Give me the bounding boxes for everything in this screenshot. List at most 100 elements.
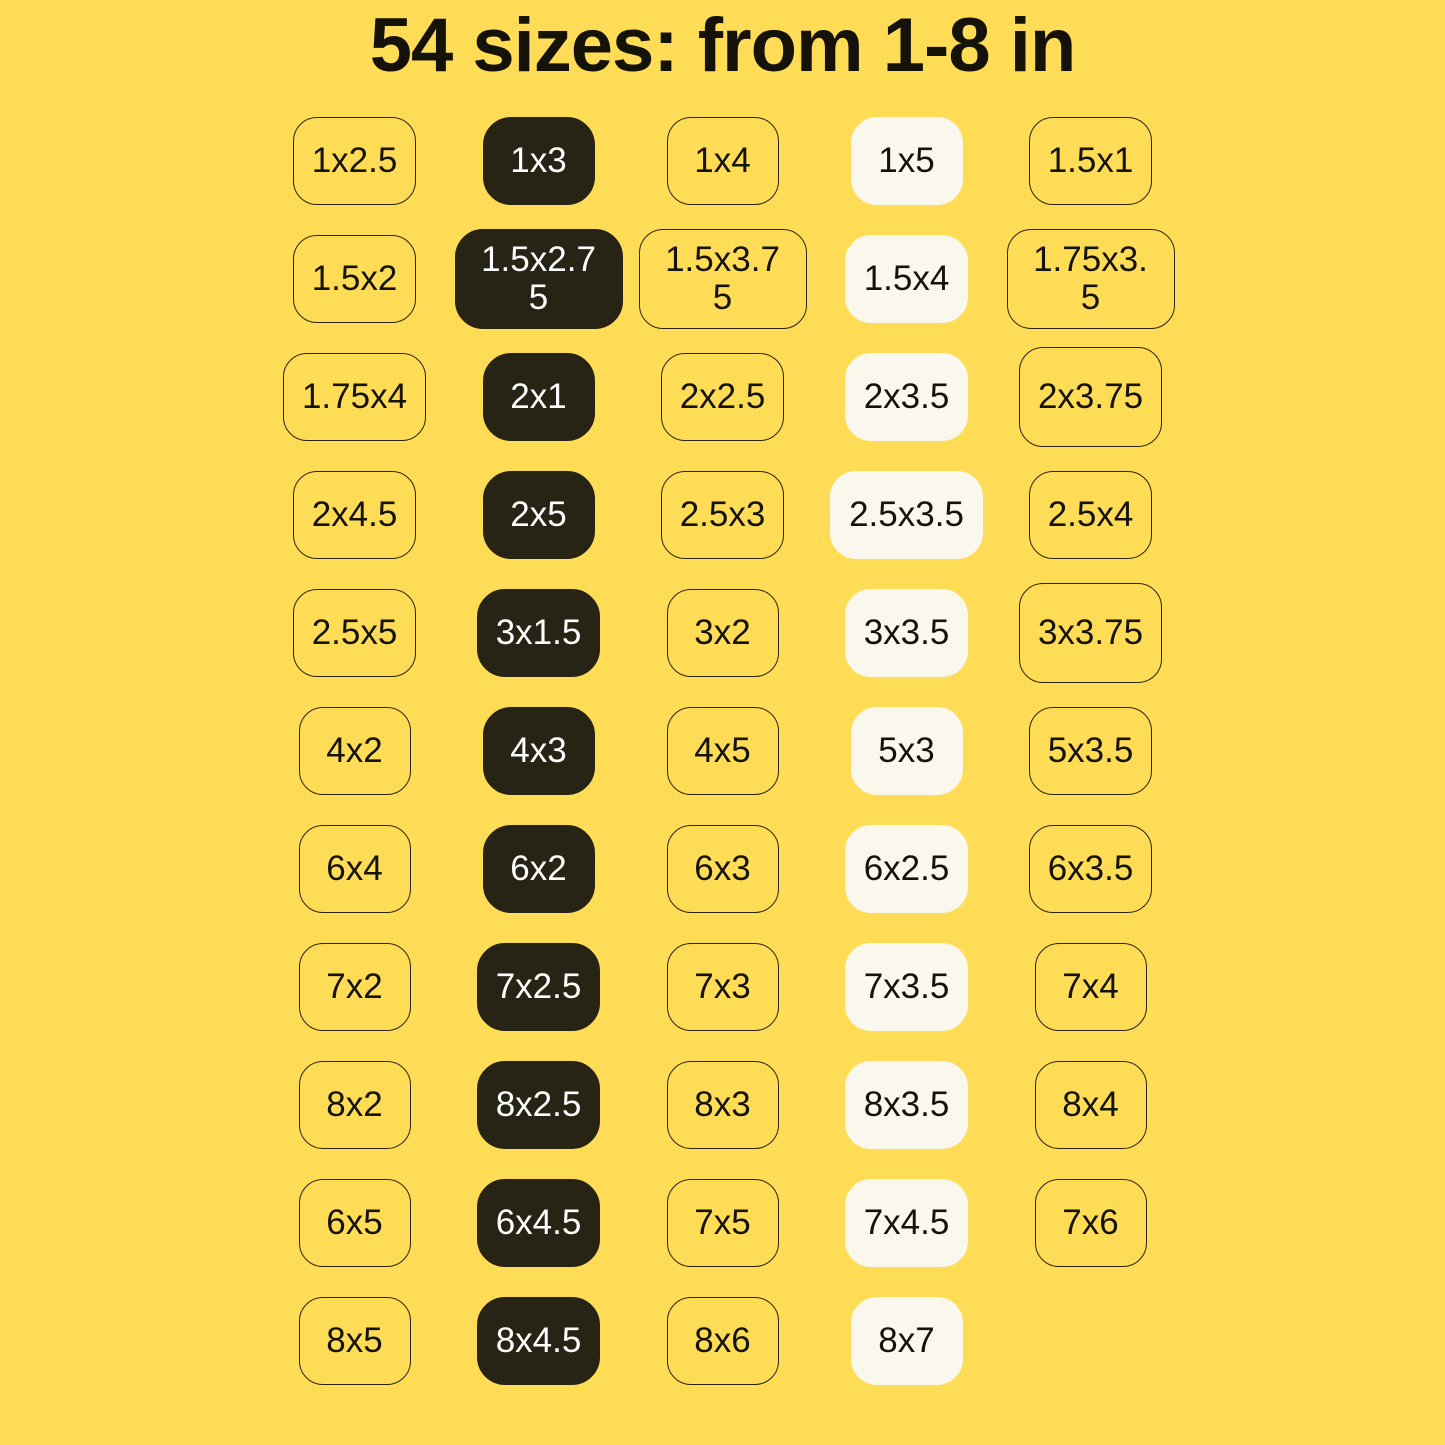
size-badge[interactable]: 1.75x3.5 — [1006, 229, 1175, 329]
badge-cell: 7x4 — [999, 928, 1183, 1046]
size-badge-label: 1x2.5 — [311, 141, 398, 181]
size-badge[interactable]: 4x5 — [666, 707, 779, 795]
size-badge[interactable]: 1.5x4 — [844, 235, 969, 323]
size-badge-label: 3x3.5 — [863, 613, 950, 653]
size-badge[interactable]: 7x6 — [1034, 1179, 1147, 1267]
size-badge[interactable]: 7x3 — [666, 943, 779, 1031]
size-badge[interactable]: 6x3.5 — [1028, 825, 1153, 913]
size-badge-label: 1.5x2.75 — [481, 239, 596, 317]
size-badge-label: 1.5x3.75 — [665, 239, 780, 317]
size-badge[interactable]: 2x3.75 — [1018, 347, 1163, 447]
size-badge-label: 4x2 — [326, 731, 383, 771]
size-badge[interactable]: 8x4 — [1034, 1061, 1147, 1149]
size-badge[interactable]: 2x3.5 — [844, 353, 969, 441]
size-badge[interactable]: 3x2 — [666, 589, 779, 677]
size-badge[interactable]: 8x3.5 — [844, 1061, 969, 1149]
size-badge-label: 8x5 — [326, 1321, 383, 1361]
size-badge[interactable]: 2.5x3.5 — [830, 471, 983, 559]
badge-cell: 2.5x3 — [631, 456, 815, 574]
size-badge[interactable]: 6x5 — [298, 1179, 411, 1267]
size-badge[interactable]: 1.5x2.75 — [454, 229, 623, 329]
size-badge[interactable]: 4x2 — [298, 707, 411, 795]
size-badge-label: 7x4 — [1062, 967, 1119, 1007]
size-badge[interactable]: 2.5x4 — [1028, 471, 1153, 559]
size-badge-label: 6x2 — [510, 849, 567, 889]
size-badge-label: 1.75x3.5 — [1033, 239, 1148, 317]
size-badge[interactable]: 1.75x4 — [282, 353, 427, 441]
size-badge[interactable]: 1.5x2 — [292, 235, 417, 323]
size-badge[interactable]: 5x3.5 — [1028, 707, 1153, 795]
size-badge[interactable]: 7x4 — [1034, 943, 1147, 1031]
size-badge[interactable]: 7x4.5 — [844, 1179, 969, 1267]
size-badge[interactable]: 2x5 — [482, 471, 595, 559]
size-badge-label: 7x6 — [1062, 1203, 1119, 1243]
badge-cell: 1x2.5 — [263, 102, 447, 220]
size-badge[interactable]: 6x3 — [666, 825, 779, 913]
size-badge-label: 1x4 — [694, 141, 751, 181]
size-badge[interactable]: 8x5 — [298, 1297, 411, 1385]
badge-cell: 2.5x5 — [263, 574, 447, 692]
size-badge[interactable]: 3x3.75 — [1018, 583, 1163, 683]
size-badge[interactable]: 7x2 — [298, 943, 411, 1031]
size-badge[interactable]: 1.5x3.75 — [638, 229, 807, 329]
badge-cell: 2x4.5 — [263, 456, 447, 574]
size-badge[interactable]: 2x2.5 — [660, 353, 785, 441]
size-badge-label: 8x7 — [878, 1321, 935, 1361]
size-badge[interactable]: 3x1.5 — [476, 589, 601, 677]
size-badge-label: 8x3 — [694, 1085, 751, 1125]
badge-row: 4x2 4x3 4x5 5x3 5x3.5 — [263, 692, 1183, 810]
size-badge[interactable]: 5x3 — [850, 707, 963, 795]
size-badge-label: 8x2.5 — [495, 1085, 582, 1125]
size-badge[interactable]: 7x3.5 — [844, 943, 969, 1031]
badge-cell: 8x3.5 — [815, 1046, 999, 1164]
size-badge[interactable]: 1x5 — [850, 117, 963, 205]
size-badge-label: 2.5x5 — [311, 613, 398, 653]
size-badge[interactable]: 4x3 — [482, 707, 595, 795]
size-badge-label: 1.5x4 — [863, 259, 950, 299]
size-badge[interactable]: 2.5x3 — [660, 471, 785, 559]
size-badge[interactable]: 1x2.5 — [292, 117, 417, 205]
badge-row: 1x2.5 1x3 1x4 1x5 1.5x1 — [263, 102, 1183, 220]
badge-cell: 2x3.5 — [815, 338, 999, 456]
size-badge-label: 7x2.5 — [495, 967, 582, 1007]
size-badge[interactable]: 8x7 — [850, 1297, 963, 1385]
size-badge-grid: 1x2.5 1x3 1x4 1x5 1.5x1 1.5x2 1.5x2.75 1.5x3.75… — [263, 102, 1183, 1400]
size-badge[interactable]: 6x2.5 — [844, 825, 969, 913]
badge-cell: 5x3.5 — [999, 692, 1183, 810]
size-badge[interactable]: 8x2 — [298, 1061, 411, 1149]
badge-cell: 4x2 — [263, 692, 447, 810]
size-badge[interactable]: 6x4 — [298, 825, 411, 913]
badge-cell: 1.5x3.75 — [631, 220, 815, 338]
size-badge[interactable]: 1.5x1 — [1028, 117, 1153, 205]
size-badge[interactable]: 7x5 — [666, 1179, 779, 1267]
size-badge-label: 6x3 — [694, 849, 751, 889]
badge-cell: 1.5x2 — [263, 220, 447, 338]
size-badge-label: 4x5 — [694, 731, 751, 771]
size-badge[interactable]: 1x4 — [666, 117, 779, 205]
size-badge-label: 6x4 — [326, 849, 383, 889]
badge-cell: 1x4 — [631, 102, 815, 220]
size-badge-label: 6x5 — [326, 1203, 383, 1243]
badge-cell: 7x5 — [631, 1164, 815, 1282]
size-badge[interactable]: 8x2.5 — [476, 1061, 601, 1149]
size-badge-label: 3x3.75 — [1037, 612, 1144, 652]
size-badge[interactable]: 6x2 — [482, 825, 595, 913]
size-badge[interactable]: 7x2.5 — [476, 943, 601, 1031]
badge-row: 8x5 8x4.5 8x6 8x7 — [263, 1282, 1183, 1400]
size-badge[interactable]: 6x4.5 — [476, 1179, 601, 1267]
size-badge[interactable]: 8x4.5 — [476, 1297, 601, 1385]
badge-cell: 2x5 — [447, 456, 631, 574]
size-badge-label: 8x4.5 — [495, 1321, 582, 1361]
size-badge[interactable]: 8x3 — [666, 1061, 779, 1149]
size-badge[interactable]: 1x3 — [482, 117, 595, 205]
size-badge[interactable]: 2x4.5 — [292, 471, 417, 559]
badge-cell: 5x3 — [815, 692, 999, 810]
badge-cell: 8x2 — [263, 1046, 447, 1164]
size-badge[interactable]: 8x6 — [666, 1297, 779, 1385]
size-badge[interactable]: 3x3.5 — [844, 589, 969, 677]
size-badge[interactable]: 2x1 — [482, 353, 595, 441]
size-badge[interactable]: 2.5x5 — [292, 589, 417, 677]
size-badge-label: 7x3 — [694, 967, 751, 1007]
badge-cell: 2x2.5 — [631, 338, 815, 456]
